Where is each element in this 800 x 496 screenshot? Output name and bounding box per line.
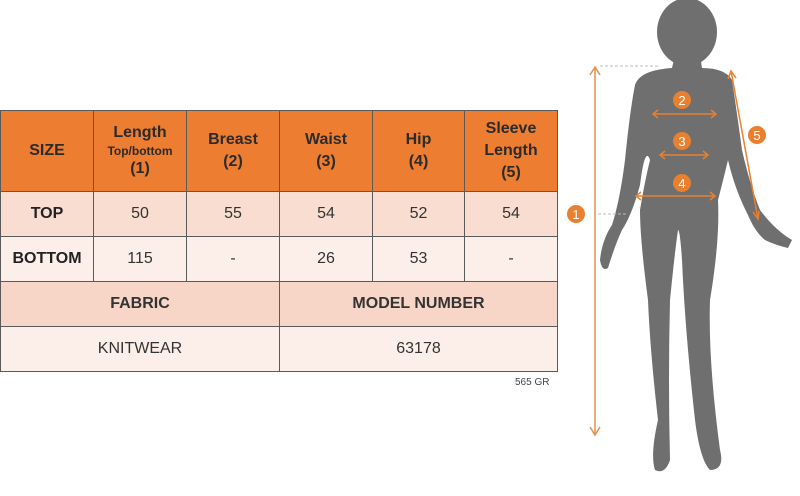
marker-1: 1 — [567, 205, 585, 223]
header-length: Length Top/bottom (1) — [93, 110, 187, 192]
header-hip: Hip (4) — [372, 110, 465, 192]
header-hip-num: (4) — [408, 153, 429, 170]
measure-arrows — [634, 69, 760, 221]
cell: 52 — [372, 191, 465, 237]
cell: 26 — [279, 236, 373, 282]
header-row: SIZE Length Top/bottom (1) Breast (2) Waist… — [0, 110, 558, 192]
cell: 115 — [93, 236, 187, 282]
model-number-value: 63178 — [279, 326, 558, 372]
svg-text:2: 2 — [678, 93, 685, 108]
model-number-label: MODEL NUMBER — [279, 281, 558, 327]
cell: 53 — [372, 236, 465, 282]
header-sleeve-title: Sleeve Length — [484, 120, 538, 159]
svg-text:1: 1 — [572, 207, 579, 222]
svg-text:3: 3 — [678, 134, 685, 149]
fabric-label: FABRIC — [0, 281, 280, 327]
svg-text:4: 4 — [678, 176, 685, 191]
header-sleeve-num: (5) — [501, 164, 521, 181]
length-arrow — [589, 65, 660, 437]
cell: 55 — [186, 191, 280, 237]
size-chart-table: SIZE Length Top/bottom (1) Breast (2) Waist… — [0, 110, 558, 372]
info-value-row: KNITWEAR 63178 — [0, 326, 558, 372]
marker-2: 2 — [673, 91, 691, 109]
marker-3: 3 — [673, 132, 691, 150]
silhouette — [600, 0, 792, 472]
row-label: BOTTOM — [0, 236, 94, 282]
cell: 50 — [93, 191, 187, 237]
header-hip-title: Hip — [405, 131, 432, 148]
cell: 54 — [279, 191, 373, 237]
header-waist-num: (3) — [316, 153, 336, 170]
cell: - — [464, 236, 558, 282]
header-waist: Waist (3) — [279, 110, 373, 192]
info-label-row: FABRIC MODEL NUMBER — [0, 281, 558, 327]
table-row: TOP 50 55 54 52 54 — [0, 191, 558, 237]
body-measurement-figure: 1 2 3 4 5 — [567, 0, 792, 472]
marker-4: 4 — [673, 174, 691, 192]
fabric-value: KNITWEAR — [0, 326, 280, 372]
header-sleeve: Sleeve Length (5) — [464, 110, 558, 192]
cell: - — [186, 236, 280, 282]
header-length-sub: Top/bottom — [107, 144, 173, 158]
table-row: BOTTOM 115 - 26 53 - — [0, 236, 558, 282]
header-size: SIZE — [0, 110, 94, 192]
header-length-num: (1) — [130, 160, 150, 177]
header-length-title: Length — [113, 124, 167, 141]
header-waist-title: Waist — [304, 131, 348, 148]
weight-label: 565 GR — [515, 377, 550, 388]
marker-5: 5 — [748, 126, 766, 144]
cell: 54 — [464, 191, 558, 237]
header-breast: Breast (2) — [186, 110, 280, 192]
header-breast-num: (2) — [223, 153, 243, 170]
header-breast-title: Breast — [208, 131, 258, 148]
row-label: TOP — [0, 191, 94, 237]
svg-text:5: 5 — [753, 128, 760, 143]
